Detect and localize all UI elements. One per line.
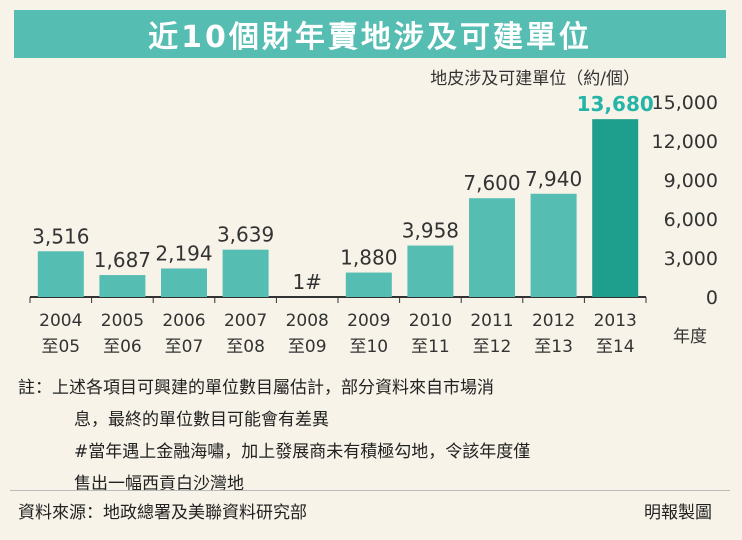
x-axis: 2004 至05 2005 至06 2006 至07 2007 至08 2008 至09 2009 至… [29,297,647,357]
x-tick-label: 2012 [532,311,575,331]
x-tick-label: 2009 [347,311,390,331]
x-tick-label: 2010 [409,311,452,331]
bar [99,275,146,297]
x-tick-label: 至07 [165,337,204,357]
value-label: 3,639 [217,223,274,247]
x-tick-label: 至05 [41,337,80,357]
chart-title: 近10個財年賣地涉及可建單位 [14,10,726,58]
y-tick-label: 0 [706,287,718,309]
bars [37,119,639,297]
bar [469,198,515,297]
x-tick-label: 至13 [534,337,573,357]
bar [530,193,577,297]
x-tick-label: 至10 [349,337,388,357]
divider [10,490,730,491]
bar-chart: 地皮涉及可建單位（約/個） 15,000 12,000 9,000 6,000 3,00… [29,69,718,357]
value-label: 1# [292,270,321,294]
bar [37,251,84,297]
x-tick-label: 2005 [101,311,144,331]
bar [407,245,454,297]
y-tick-label: 15,000 [652,92,718,114]
x-tick-label: 2013 [594,311,637,331]
value-label: 1,880 [340,246,397,270]
note-line-2: 息，最終的單位數目可能會有差異 [74,410,329,430]
x-tick-label: 至14 [596,337,635,357]
y-tick-label: 6,000 [664,209,718,231]
bar [592,119,639,297]
x-axis-label: 年度 [673,327,707,347]
value-label: 7,940 [525,167,582,191]
x-tick-label: 2006 [162,311,205,331]
x-tick-label: 至08 [226,337,265,357]
y-tick-label: 12,000 [652,131,718,153]
note-line-3: #當年遇上金融海嘯，加上發展商未有積極勾地，令該年度僅 [74,442,531,462]
credit: 明報製圖 [644,503,712,523]
value-label: 13,680 [577,92,654,116]
bar [222,249,269,297]
data-source: 資料來源：地政總署及美聯資料研究部 [18,503,307,523]
y-tick-label: 9,000 [664,170,718,192]
bar [345,272,392,297]
notes: 註：上述各項目可興建的單位數目屬估計，部分資料來自市場消 息，最終的單位數目可能… [18,372,718,500]
x-tick-label: 至12 [473,337,512,357]
note-line-1: 註：上述各項目可興建的單位數目屬估計，部分資料來自市場消 [18,378,494,398]
x-tick-label: 2011 [470,311,513,331]
value-label: 2,194 [155,241,212,265]
y-axis-label: 地皮涉及可建單位（約/個） [430,69,640,89]
x-tick-label: 2007 [224,311,267,331]
x-tick-label: 至09 [288,337,327,357]
y-axis: 15,000 12,000 9,000 6,000 3,000 0 [652,92,718,309]
value-label: 3,958 [402,219,459,243]
x-tick-label: 至11 [411,337,450,357]
value-label: 7,600 [463,171,520,195]
bar [161,268,207,297]
value-label: 1,687 [94,248,151,272]
note-line-4: 售出一幅西貢白沙灣地 [74,474,244,494]
y-tick-label: 3,000 [664,248,718,270]
x-tick-label: 2008 [286,311,329,331]
x-tick-label: 2004 [39,311,82,331]
value-label: 3,516 [32,224,89,248]
x-tick-label: 至06 [103,337,142,357]
